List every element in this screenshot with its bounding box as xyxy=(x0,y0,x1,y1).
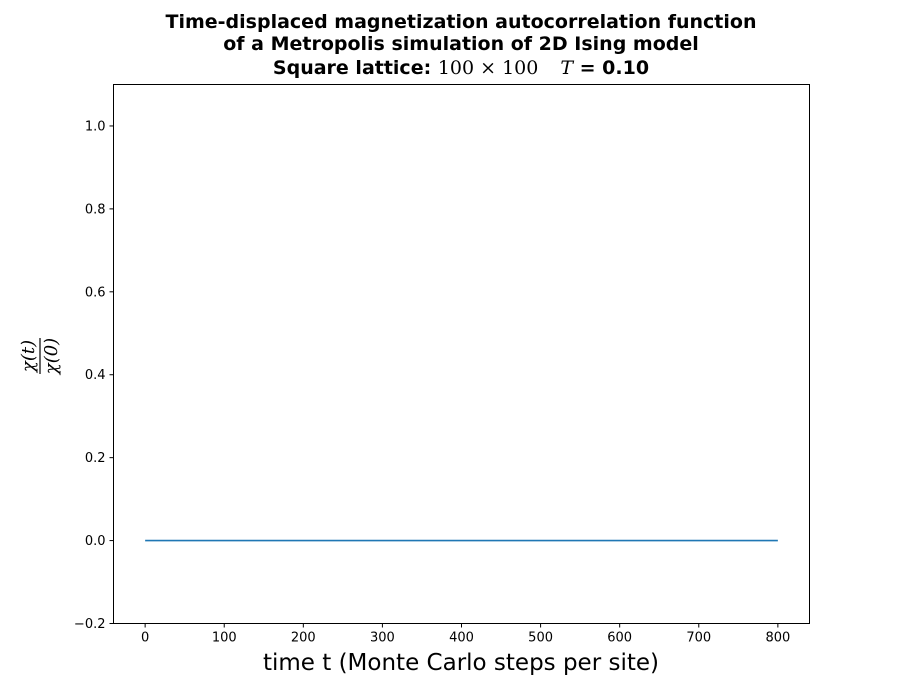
y-tick-label: 0.0 xyxy=(85,534,106,549)
chart-title-line-3: Square lattice: 100 × 100 T = 0.10 xyxy=(273,57,649,79)
x-tick-label: 0 xyxy=(141,631,149,646)
title-temp-value: = 0.10 xyxy=(573,57,649,79)
title-lattice-size: 100 × 100 xyxy=(438,57,539,79)
x-tick-label: 600 xyxy=(607,631,632,646)
x-axis-label: time t (Monte Carlo steps per site) xyxy=(263,650,659,676)
y-tick-label: 1.0 xyxy=(85,119,106,134)
plot-frame xyxy=(113,84,810,624)
x-tick-label: 400 xyxy=(449,631,474,646)
x-tick-label: 800 xyxy=(765,631,790,646)
chart-title-line-2: of a Metropolis simulation of 2D Ising m… xyxy=(223,33,699,55)
x-tick-label: 300 xyxy=(370,631,395,646)
title-temp-symbol: T xyxy=(560,57,574,79)
x-tick-label: 100 xyxy=(212,631,237,646)
y-tick-label: 0.2 xyxy=(85,451,106,466)
y-axis-label: χ(t) χ(0) xyxy=(18,338,62,376)
y-axis-label-numerator: χ(t) xyxy=(18,340,39,374)
y-tick-label: 0.8 xyxy=(85,202,106,217)
x-tick-label: 500 xyxy=(528,631,553,646)
y-tick-label: 0.6 xyxy=(85,285,106,300)
y-tick-label: 0.4 xyxy=(85,368,106,383)
y-axis-label-denominator: χ(0) xyxy=(41,338,62,376)
x-tick-label: 700 xyxy=(686,631,711,646)
title-lattice-prefix: Square lattice: xyxy=(273,57,438,79)
x-tick-label: 200 xyxy=(291,631,316,646)
y-axis: −0.2 0.0 0.2 0.4 0.6 0.8 1.0 xyxy=(74,119,114,632)
chart-title-line-1: Time-displaced magnetization autocorrela… xyxy=(166,11,757,33)
x-axis: 0 100 200 300 400 500 600 700 800 xyxy=(141,623,790,646)
y-tick-label: −0.2 xyxy=(74,617,106,632)
